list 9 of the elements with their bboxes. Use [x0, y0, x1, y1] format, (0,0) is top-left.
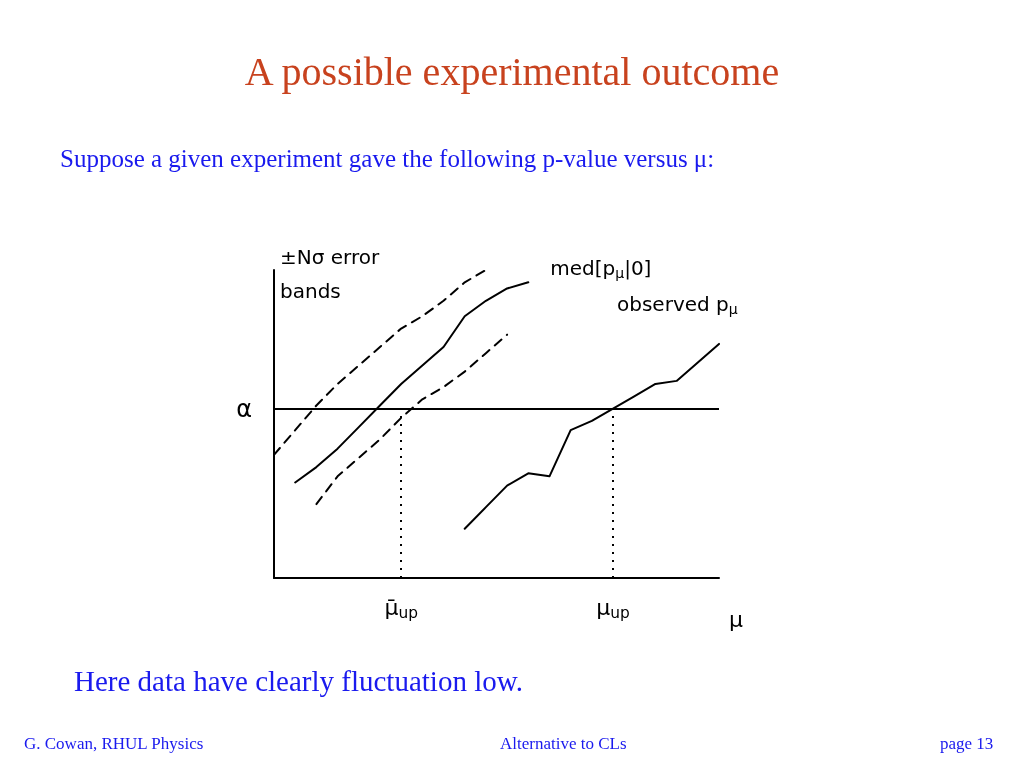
chart-title: A possible experimental outcome [243, 48, 781, 95]
ref-line-label: α [236, 394, 252, 423]
chart-subtitle: Suppose a given experiment gave the following p-value versus μ: [60, 145, 715, 173]
text: Here data have clearly fluctuation low. [74, 665, 524, 698]
x-axis-title: μ [729, 606, 743, 632]
text: Alternative to CLs [500, 734, 627, 754]
text: page 13 [940, 734, 994, 754]
annotation: ±Nσ error bands [280, 244, 381, 305]
text: G. Cowan, RHUL Physics [24, 734, 204, 754]
